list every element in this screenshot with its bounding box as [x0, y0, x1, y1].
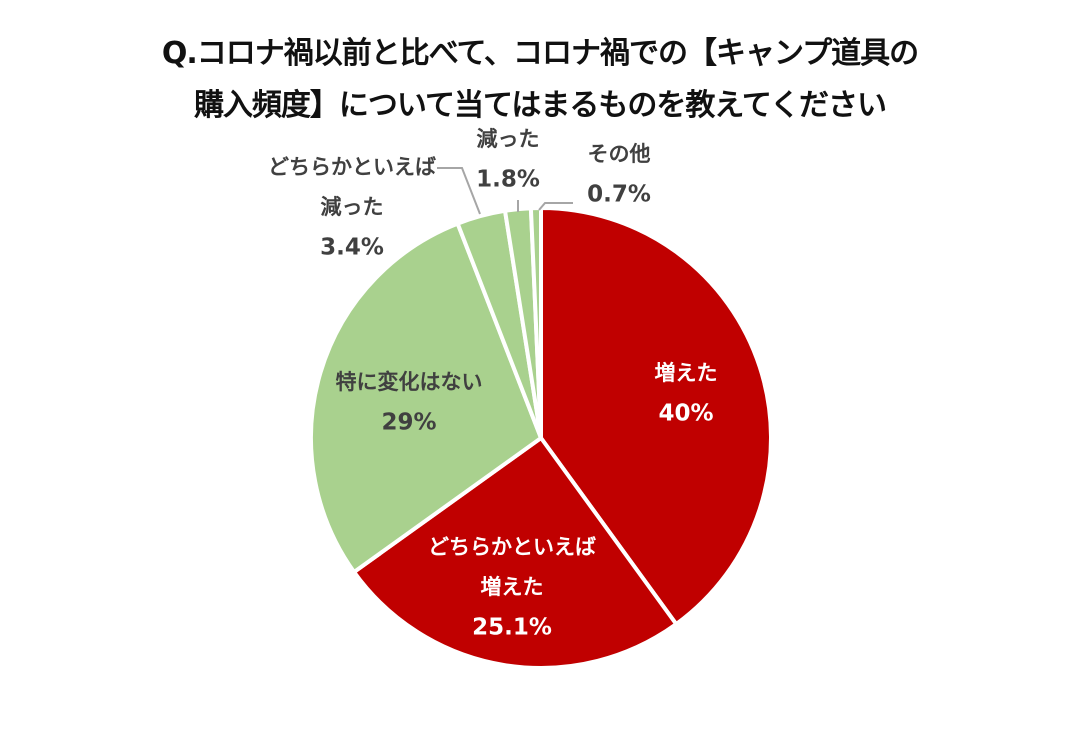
slice-label-2: 特に変化はない 29% [336, 370, 483, 436]
chart-title: Q.コロナ禍以前と比べて、コロナ禍での【キャンプ道具の 購入頻度】について当ては… [0, 28, 1080, 132]
leader-line-3 [437, 167, 481, 215]
pie-slice-1 [352, 436, 679, 670]
slice-category-label-1: 増えた [481, 575, 544, 599]
slice-category-label-3: 減った [321, 195, 384, 219]
slices-layer [309, 205, 773, 670]
pie-slice-0 [539, 206, 773, 627]
leader-lines-layer [437, 167, 573, 215]
slice-label-4: 減った 1.8% [476, 127, 540, 193]
slice-category-label-4: 減った [477, 127, 540, 151]
slice-value-label-4: 1.8% [476, 167, 540, 193]
slice-value-label-1: 25.1% [472, 615, 552, 641]
slice-category-label-3: どちらかといえば [268, 155, 436, 179]
slice-category-label-5: その他 [588, 142, 651, 166]
chart-title-line-2: 購入頻度】について当てはまるものを教えてください [193, 88, 887, 123]
chart-title-line-1: Q.コロナ禍以前と比べて、コロナ禍での【キャンプ道具の [161, 36, 919, 71]
slice-value-label-5: 0.7% [587, 182, 651, 208]
slice-value-label-0: 40% [658, 401, 713, 427]
labels-layer: 増えた40%どちらかといえば増えた25.1%特に変化はない29%どちらかといえば… [268, 127, 718, 641]
slice-category-label-2: 特に変化はない [336, 370, 483, 394]
pie-slice-2 [309, 221, 543, 575]
slice-label-0: 増えた 40% [655, 361, 718, 427]
slice-value-label-2: 29% [381, 410, 436, 436]
slice-category-label-0: 増えた [655, 361, 718, 385]
slice-value-label-3: 3.4% [320, 235, 384, 261]
slice-category-label-1: どちらかといえば [428, 535, 596, 559]
slice-label-5: その他 0.7% [587, 142, 651, 208]
leader-line-5 [538, 202, 573, 211]
